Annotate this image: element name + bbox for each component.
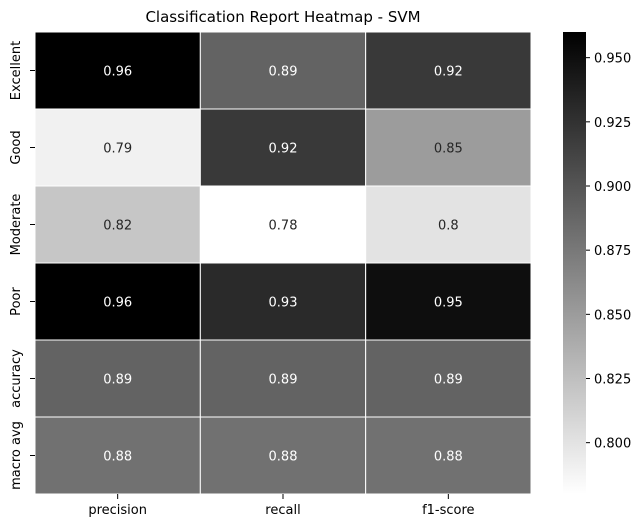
cell-value-label: 0.96: [103, 296, 132, 311]
heatmap-cell: [365, 262, 532, 341]
column-label: recall: [265, 503, 300, 518]
column-label: f1-score: [422, 503, 474, 518]
row-label: Good: [9, 130, 24, 164]
chart-title: Classification Report Heatmap - SVM: [145, 8, 420, 26]
row-label: Excellent: [9, 41, 24, 100]
colorbar-tick-label: 0.950: [594, 52, 631, 67]
heatmap-cell: [199, 31, 367, 110]
row-label: Moderate: [9, 194, 24, 256]
colorbar-tick-label: 0.925: [594, 116, 631, 131]
cell-value-label: 0.96: [103, 65, 132, 80]
row-label: macro avg: [9, 421, 24, 490]
column-label: precision: [88, 503, 147, 518]
cell-value-label: 0.88: [103, 450, 132, 465]
row-label: Poor: [9, 287, 24, 316]
heatmap-cell: [34, 31, 201, 110]
colorbar-tick-label: 0.850: [594, 308, 631, 323]
heatmap-cell: [365, 108, 532, 187]
colorbar-tick-label: 0.900: [594, 180, 631, 195]
heatmap-cell: [199, 339, 367, 418]
cell-value-label: 0.93: [269, 296, 298, 311]
colorbar-gradient: [563, 32, 586, 494]
cell-value-label: 0.89: [103, 373, 132, 388]
column-tick-labels: precision recall f1-score: [88, 494, 475, 518]
cell-value-label: 0.79: [103, 142, 132, 157]
heatmap-cell: [34, 108, 201, 187]
heatmap-cell: [365, 416, 532, 495]
heatmap-cell: [199, 416, 367, 495]
cell-value-label: 0.88: [434, 450, 463, 465]
heatmap-cell: [365, 339, 532, 418]
row-label: accuracy: [9, 349, 24, 408]
cell-value-label: 0.88: [269, 450, 298, 465]
colorbar-tick-label: 0.825: [594, 373, 631, 388]
colorbar: 0.800 0.825 0.850 0.875 0.900 0.925 0.950: [563, 32, 631, 494]
heatmap-cell: [34, 339, 201, 418]
heatmap-cell: [199, 108, 367, 187]
cell-value-label: 0.92: [269, 142, 298, 157]
row-tick-labels: Excellent Good Moderate Poor accuracy macro a…: [9, 41, 35, 490]
colorbar-tick-label: 0.875: [594, 244, 631, 259]
cell-value-label: 0.89: [269, 65, 298, 80]
cell-value-label: 0.92: [434, 65, 463, 80]
cell-value-label: 0.89: [269, 373, 298, 388]
heatmap-cell: [365, 31, 532, 110]
cell-value-label: 0.78: [269, 219, 298, 234]
cell-value-label: 0.8: [438, 219, 459, 234]
heatmap-cell: [199, 185, 367, 264]
cell-value-label: 0.89: [434, 373, 463, 388]
colorbar-tick-label: 0.800: [594, 437, 631, 452]
cell-value-label: 0.95: [434, 296, 463, 311]
cell-value-label: 0.85: [434, 142, 463, 157]
cell-value-label: 0.82: [103, 219, 132, 234]
heatmap-cells: 0.96 0.89 0.92 0.79 0.92 0.85 0.82 0.78 0.8 0.96 0…: [34, 31, 532, 495]
heatmap-cell: [34, 262, 201, 341]
